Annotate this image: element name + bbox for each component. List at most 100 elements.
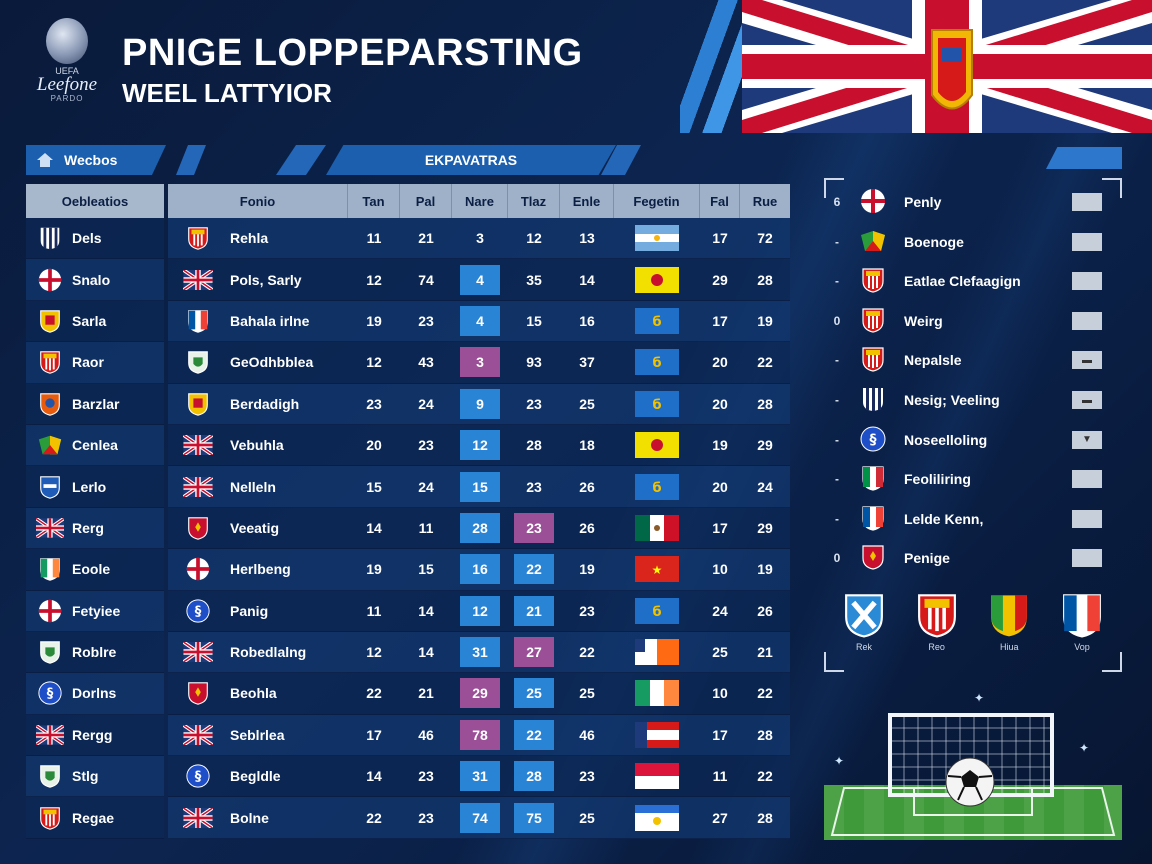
team-badge-icon [182, 807, 214, 828]
team-list-item[interactable]: Snalo [26, 259, 164, 301]
toggle-box[interactable] [1072, 193, 1102, 211]
team-list-item[interactable]: Eoole [26, 549, 164, 591]
stat-value-highlight: 75 [514, 802, 554, 833]
table-row[interactable]: GeOdhbblea 12 43 3 93 37 б 20 22 [168, 342, 790, 384]
svg-text:б: б [652, 398, 661, 413]
team-name: Rergg [72, 726, 113, 743]
table-row[interactable]: Berdadigh 23 24 9 23 25 б 20 28 [168, 383, 790, 425]
table-row[interactable]: Bolne 22 23 74 75 25 27 28 [168, 797, 790, 839]
table-row[interactable]: Nelleln 15 24 15 23 26 б 20 24 [168, 466, 790, 508]
tab-home[interactable]: Wecbos [26, 145, 166, 175]
featured-badge[interactable]: Rek [838, 590, 890, 660]
table-row[interactable]: Vebuhla 20 23 12 28 18 19 29 [168, 424, 790, 467]
ranking-list-item[interactable]: 6 Penly [824, 182, 1122, 222]
team-list-item[interactable]: Fetyiee [26, 590, 164, 632]
stat-value: 29 [712, 271, 728, 288]
stat-value: 23 [418, 312, 434, 329]
rank-marker: 0 [833, 551, 841, 566]
toggle-box[interactable] [1072, 549, 1102, 568]
featured-badge[interactable]: Hiua [983, 590, 1035, 660]
stat-cell: 26 [560, 466, 614, 506]
page-title: PNIGE LOPPEPARSTING [122, 32, 583, 74]
ranking-list-item[interactable]: - Lelde Kenn, [824, 499, 1122, 539]
toggle-box[interactable] [1072, 509, 1102, 528]
stat-value: 23 [418, 437, 434, 454]
ranking-list-item[interactable]: - § Noseelloling ▼ [824, 420, 1122, 460]
ranking-list-item[interactable]: - Feoliliring [824, 459, 1122, 499]
team-list-item[interactable]: Rerg [26, 507, 164, 550]
stat-value: 24 [418, 478, 434, 495]
column-header[interactable]: Fonio [168, 184, 348, 218]
stat-cell: 46 [560, 715, 614, 755]
team-name: Raor [72, 354, 104, 371]
team-list-item[interactable]: Dels [26, 218, 164, 260]
table-row[interactable]: Pols, Sarly 12 74 4 35 14 29 28 [168, 259, 790, 301]
toggle-box[interactable] [1072, 311, 1102, 330]
featured-badge[interactable]: Reo [911, 590, 963, 660]
tab-more[interactable] [1046, 147, 1122, 169]
country-flag-icon: ★ [635, 556, 679, 583]
stat-value: 28 [757, 271, 773, 288]
toggle-box[interactable] [1072, 470, 1102, 489]
table-row[interactable]: § Panig 11 14 12 21 23 б 24 26 [168, 590, 790, 632]
ranking-list-item[interactable]: - Nesig; Veeling ▬ [824, 380, 1122, 420]
toggle-box[interactable]: ▬ [1072, 351, 1102, 370]
stat-cell: 35 [508, 259, 560, 299]
club-crest-icon [1056, 590, 1108, 640]
ranking-list-item[interactable]: 0 Penige [824, 538, 1122, 578]
stat-cell: 25 [560, 384, 614, 424]
team-list-item[interactable]: § Dorlns [26, 673, 164, 715]
ranking-list-item[interactable]: 0 Weirg [824, 301, 1122, 341]
team-name: Lelde Kenn, [904, 510, 984, 527]
team-badge-icon [858, 385, 888, 415]
team-badge-icon [182, 476, 214, 497]
toggle-box[interactable]: ▼ [1072, 430, 1102, 449]
toggle-box[interactable] [1072, 272, 1102, 291]
table-row[interactable]: Beohla 22 21 29 25 25 10 22 [168, 673, 790, 715]
featured-badge[interactable]: Vop [1056, 590, 1108, 660]
tab-standings[interactable]: EKPAVATRAS [326, 145, 616, 175]
table-row[interactable]: Robedlalng 12 14 31 27 22 25 21 [168, 631, 790, 674]
column-header[interactable]: Fegetin [614, 184, 700, 218]
table-row[interactable]: § Begldle 14 23 31 28 23 11 22 [168, 756, 790, 798]
stat-value: 37 [579, 354, 595, 371]
stat-value: 16 [579, 312, 595, 329]
column-header[interactable]: Pal [400, 184, 452, 218]
team-list-item[interactable]: Barzlar [26, 383, 164, 425]
team-list-item[interactable]: Sarla [26, 300, 164, 343]
stat-value: 19 [579, 561, 595, 578]
table-row[interactable]: Veeatig 14 11 28 23 26 17 29 [168, 507, 790, 550]
flag-cell: б [614, 384, 700, 424]
stat-value: 24 [418, 395, 434, 412]
team-badge-icon [36, 391, 64, 417]
column-header[interactable]: Rue [752, 193, 778, 209]
team-list-item[interactable]: Rergg [26, 714, 164, 757]
stat-cell: 22 [508, 549, 560, 589]
team-list-item[interactable]: Raor [26, 342, 164, 384]
ranking-list-item[interactable]: - Eatlae Clefaagign [824, 261, 1122, 301]
svg-text:б: б [652, 605, 661, 620]
table-row[interactable]: Herlbeng 19 15 16 22 19 ★ 10 19 [168, 549, 790, 591]
column-header[interactable]: Fal [700, 184, 740, 218]
column-header[interactable]: Nare [452, 184, 508, 218]
team-list-item[interactable]: Stlg [26, 756, 164, 798]
column-header[interactable]: Enle [560, 184, 614, 218]
toggle-box[interactable]: ▬ [1072, 391, 1102, 409]
ranking-list-item[interactable]: - Boenoge [824, 222, 1122, 262]
team-badge-icon [182, 349, 214, 375]
team-list-item[interactable]: Regae [26, 797, 164, 839]
team-list-item[interactable]: Roblre [26, 631, 164, 674]
table-row[interactable]: Rehla 11 21 3 12 13 17 72 [168, 218, 790, 260]
column-header[interactable]: Tlaz [508, 184, 560, 218]
table-row[interactable]: Bahala irlne 19 23 4 15 16 б 17 19 [168, 300, 790, 343]
stat-value: 74 [418, 271, 434, 288]
team-list-item[interactable]: Cenlea [26, 424, 164, 467]
column-header[interactable]: Tan [348, 184, 400, 218]
team-name: Begldle [230, 768, 281, 785]
logo-line-3: PARDO [50, 94, 84, 103]
toggle-box[interactable] [1072, 232, 1102, 251]
ranking-list-item[interactable]: - Nepalsle ▬ [824, 340, 1122, 380]
team-list-item[interactable]: Lerlo [26, 466, 164, 508]
country-flag-icon: б [635, 349, 679, 376]
table-row[interactable]: Seblrlea 17 46 78 22 46 17 28 [168, 714, 790, 757]
